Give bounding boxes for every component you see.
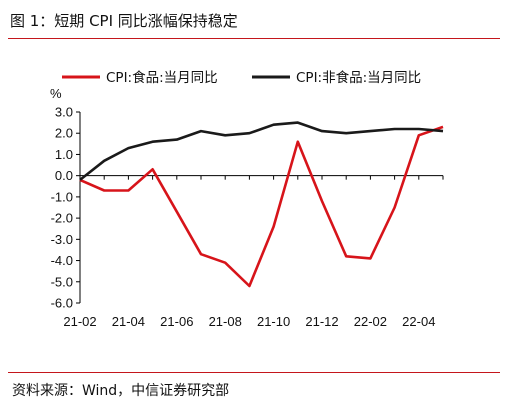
y-tick-label: -2.0 [51, 211, 73, 226]
x-tick-label: 21-08 [209, 314, 242, 329]
y-tick-label: 0.0 [55, 168, 73, 183]
y-tick-label: 2.0 [55, 126, 73, 141]
chart-axes: 3.0 2.0 1.0 0.0 -1.0 -2.0 -3.0 -4.0 -5.0 -6.0% 21-… [50, 86, 444, 329]
y-tick-label: 3.0 [55, 105, 73, 120]
legend-label-1: CPI:食品:当月同比 [106, 69, 218, 86]
x-tick-label: 21-06 [160, 314, 193, 329]
y-tick-label: -6.0 [51, 296, 73, 311]
title-divider [8, 38, 500, 39]
legend-label-2: CPI:非食品:当月同比 [296, 69, 421, 86]
y-tick-label: -4.0 [51, 253, 73, 268]
x-tick-label: 21-02 [63, 314, 96, 329]
chart-legend: CPI:食品:当月同比 CPI:非食品:当月同比 [62, 69, 421, 86]
source-note: 资料来源：Wind，中信证券研究部 [12, 383, 230, 399]
y-tick-label: -5.0 [51, 274, 73, 289]
figure-title: 图 1：短期 CPI 同比涨幅保持稳定 [10, 12, 238, 30]
y-tick-label: -1.0 [51, 189, 73, 204]
chart-series [79, 121, 444, 288]
x-tick-label: 21-12 [305, 314, 338, 329]
series-line-1 [79, 125, 444, 288]
x-tick-label: 21-04 [112, 314, 145, 329]
x-tick-label: 22-02 [354, 314, 387, 329]
y-unit-label: % [50, 86, 62, 101]
y-tick-label: 1.0 [55, 147, 73, 162]
series-line-2 [79, 121, 444, 181]
x-tick-label: 22-04 [402, 314, 435, 329]
line-chart: CPI:食品:当月同比 CPI:非食品:当月同比 3.0 2.0 1.0 0.0 -1.0… [50, 69, 444, 329]
source-divider [8, 372, 500, 373]
y-tick-label: -3.0 [51, 232, 73, 247]
x-tick-label: 21-10 [257, 314, 290, 329]
